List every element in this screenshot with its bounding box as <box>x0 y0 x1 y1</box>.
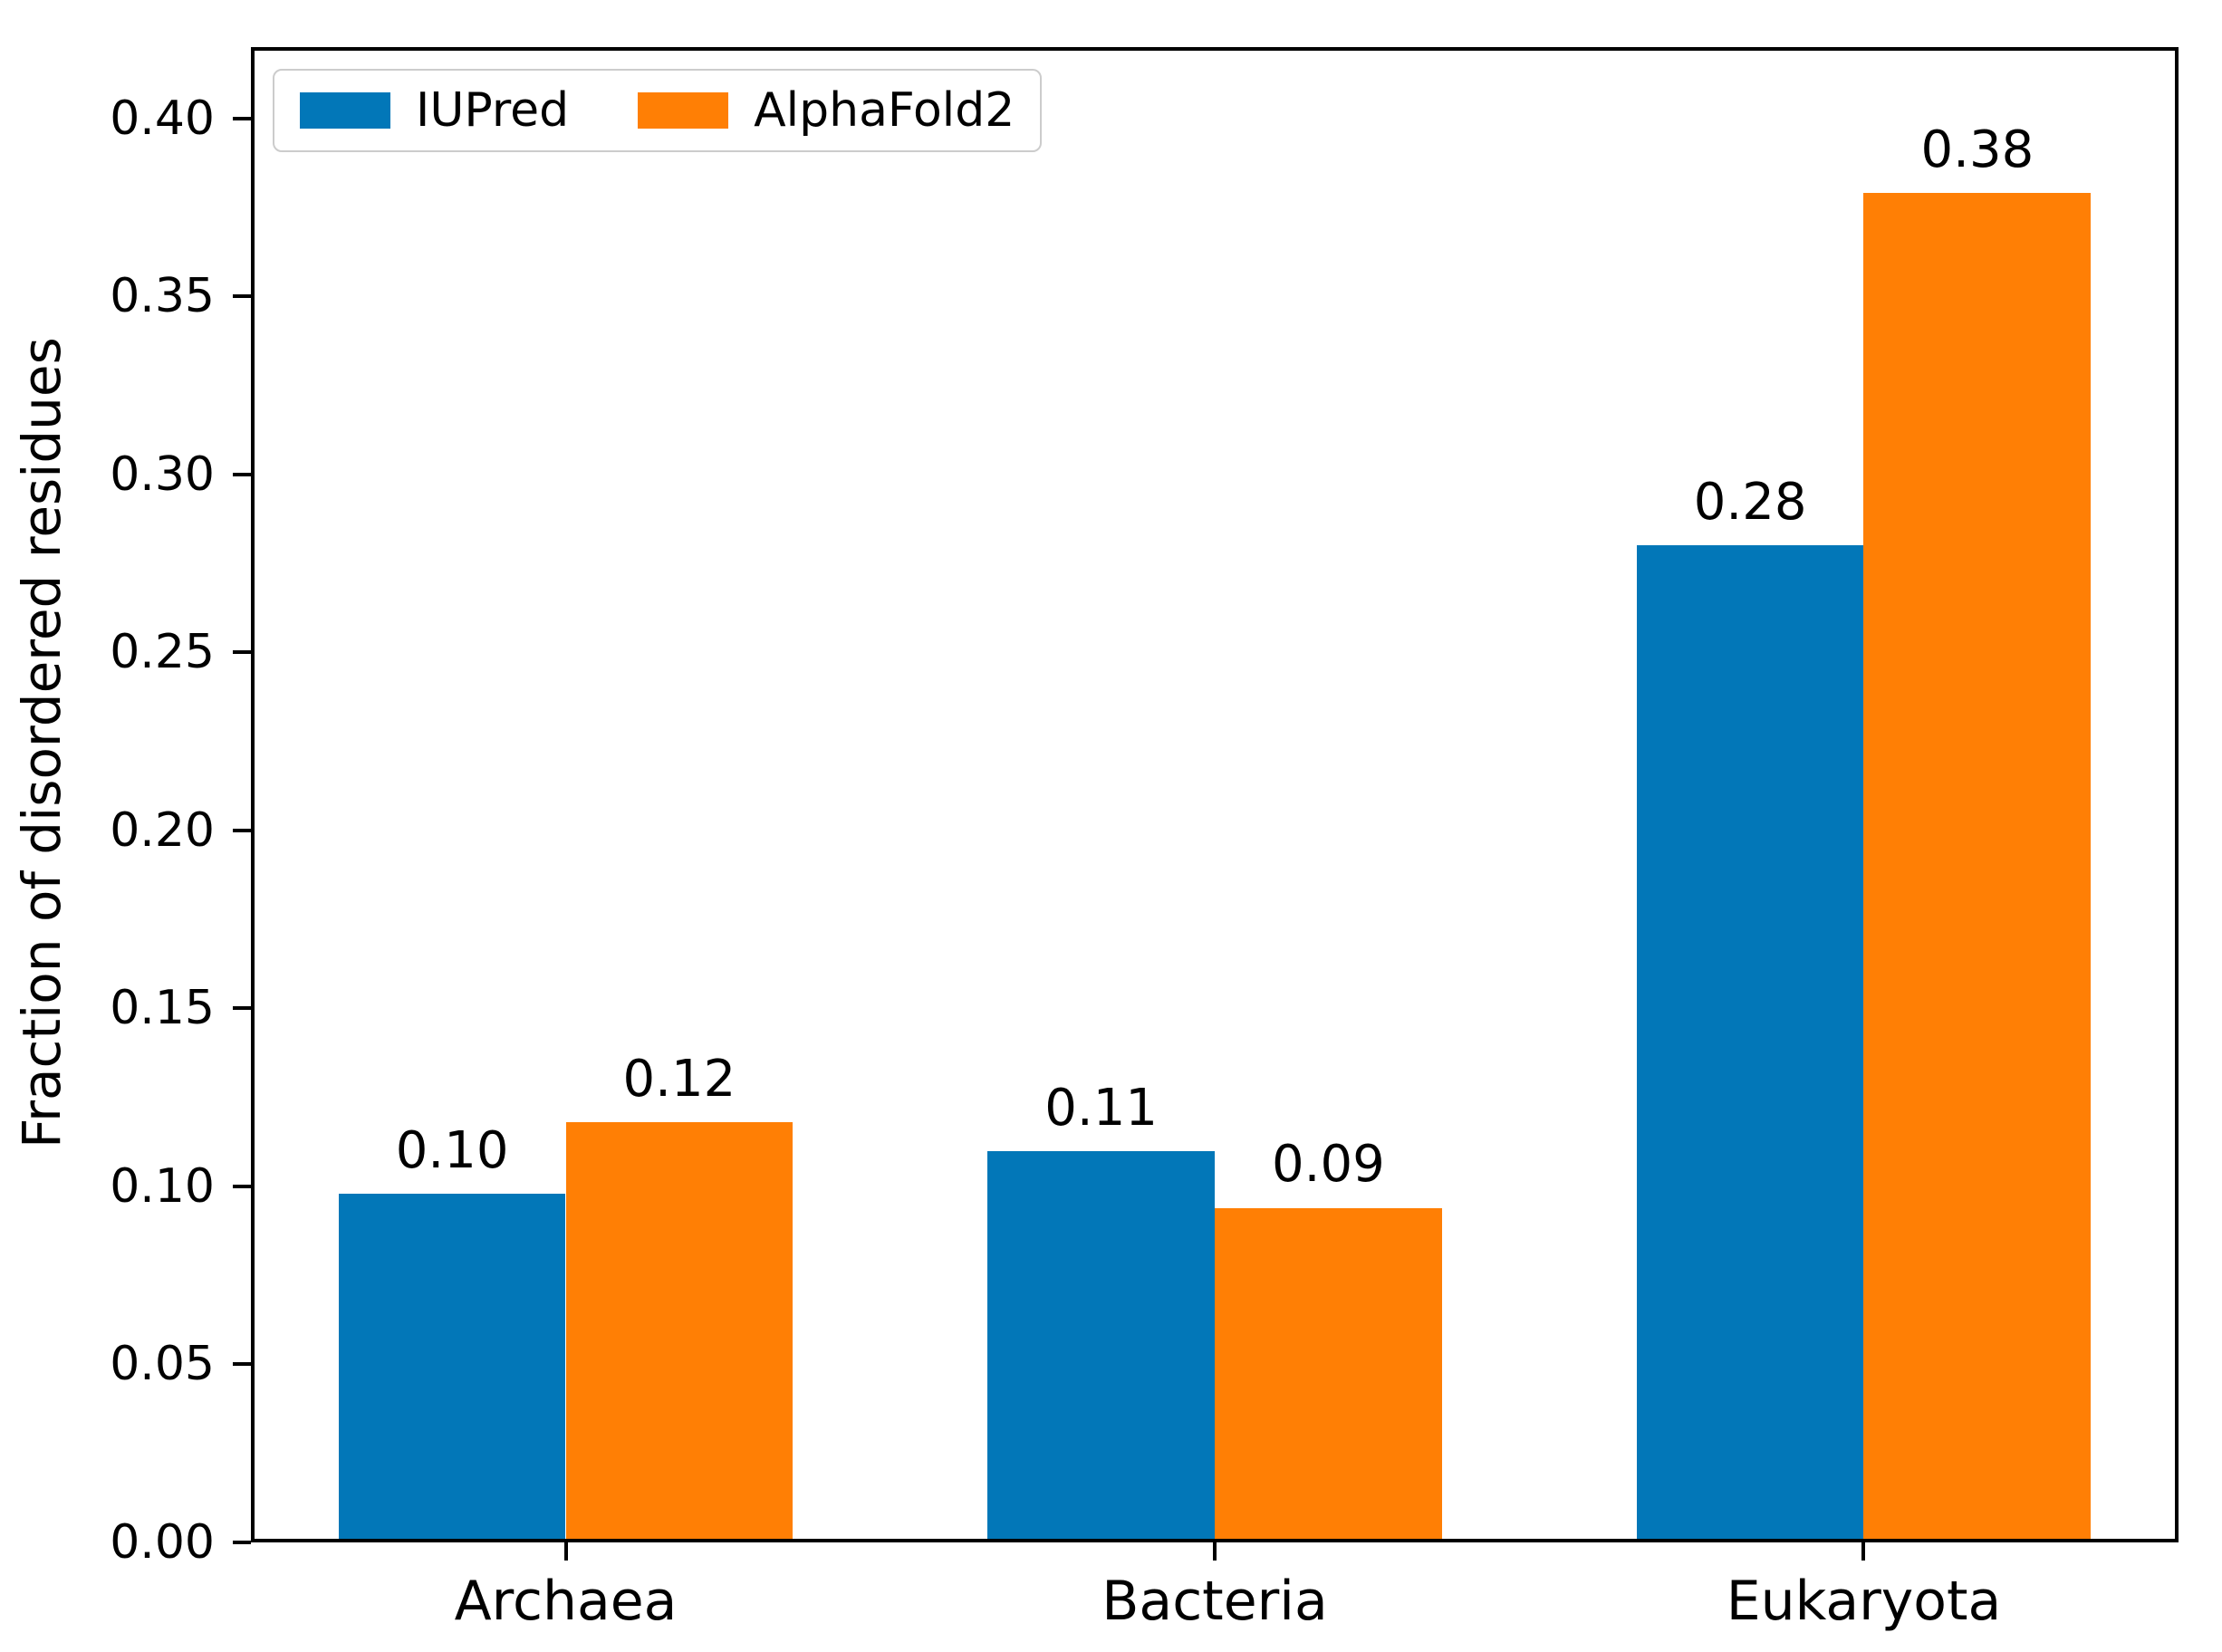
bar-value-label: 0.12 <box>622 1050 736 1109</box>
y-tick-mark <box>233 1362 251 1367</box>
x-tick-mark <box>1213 1542 1217 1561</box>
y-tick-mark <box>233 1006 251 1011</box>
y-tick-mark <box>233 1184 251 1188</box>
bar-alphafold2-archaea <box>565 1122 794 1542</box>
x-tick-mark <box>1861 1542 1866 1561</box>
y-tick-mark <box>233 828 251 832</box>
y-tick-label: 0.35 <box>110 269 215 324</box>
y-tick-label: 0.00 <box>110 1515 215 1570</box>
y-tick-label: 0.40 <box>110 91 215 146</box>
bar-alphafold2-eukaryota <box>1863 193 2092 1542</box>
y-tick-label: 0.20 <box>110 802 215 858</box>
bar-value-label: 0.10 <box>395 1120 509 1180</box>
bar-iupred-bacteria <box>987 1150 1215 1542</box>
x-tick-label-bacteria: Bacteria <box>1101 1570 1328 1633</box>
legend-swatch-iupred <box>300 92 390 129</box>
y-tick-label: 0.30 <box>110 447 215 502</box>
legend-entry-alphafold2: AlphaFold2 <box>638 85 1015 136</box>
x-tick-mark <box>563 1542 568 1561</box>
y-tick-label: 0.05 <box>110 1337 215 1392</box>
y-tick-mark <box>233 116 251 120</box>
bar-value-label: 0.11 <box>1044 1078 1158 1138</box>
legend-entry-iupred: IUPred <box>300 85 569 136</box>
y-tick-label: 0.25 <box>110 625 215 680</box>
y-tick-label: 0.10 <box>110 1158 215 1214</box>
bar-value-label: 0.38 <box>1920 120 2034 180</box>
bar-iupred-archaea <box>338 1193 566 1542</box>
bar-alphafold2-bacteria <box>1215 1207 1442 1542</box>
plot-area: IUPred AlphaFold2 0.10 0.11 0.28 0.12 0.09 0.3… <box>251 47 2179 1542</box>
legend-label-iupred: IUPred <box>416 83 570 138</box>
y-tick-mark <box>233 1541 251 1544</box>
x-tick-label-archaea: Archaea <box>454 1570 678 1633</box>
legend-swatch-alphafold2 <box>638 92 729 129</box>
bar-iupred-eukaryota <box>1636 545 1864 1542</box>
legend: IUPred AlphaFold2 <box>273 69 1043 152</box>
y-tick-mark <box>233 650 251 655</box>
x-tick-label-eukaryota: Eukaryota <box>1726 1570 2002 1633</box>
y-tick-label: 0.15 <box>110 981 215 1036</box>
y-tick-mark <box>233 472 251 476</box>
y-tick-mark <box>233 294 251 299</box>
bar-value-label: 0.09 <box>1272 1135 1385 1195</box>
bar-value-label: 0.28 <box>1693 473 1807 533</box>
legend-label-alphafold2: AlphaFold2 <box>754 83 1015 138</box>
